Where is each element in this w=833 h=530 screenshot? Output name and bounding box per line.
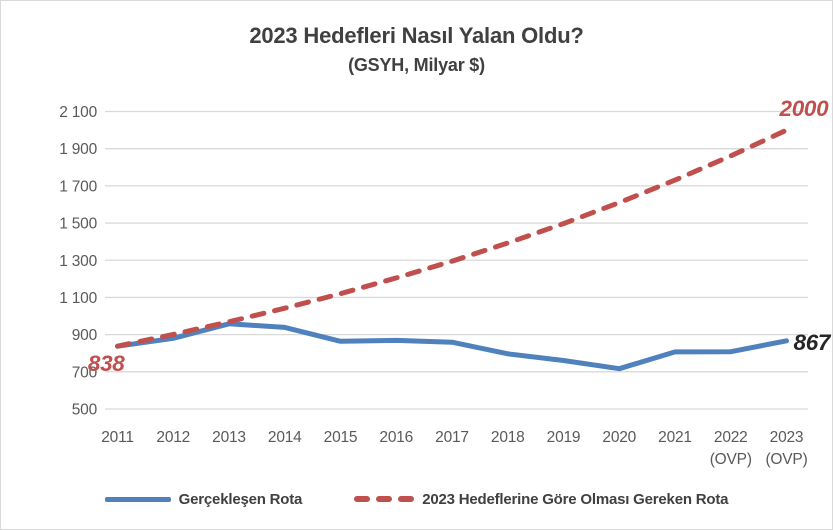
y-tick-label: 1 100 [59, 290, 97, 307]
x-tick-label: 2011 [101, 429, 134, 446]
legend-label-actual: Gerçekleşen Rota [178, 490, 303, 508]
y-tick-label: 1 700 [59, 178, 97, 195]
chart-title: 2023 Hedefleri Nasıl Yalan Oldu? [249, 23, 584, 48]
x-tick-label: 2018 [491, 429, 525, 446]
legend-solid-line-icon [104, 496, 171, 502]
x-tick-sublabel: (OVP) [765, 451, 807, 468]
x-tick-label: 2014 [268, 429, 302, 446]
y-tick-label: 1 900 [59, 141, 97, 158]
y-tick-label: 2 100 [59, 104, 97, 121]
x-tick-label: 2020 [602, 429, 636, 446]
annotation-target-end-value: 2000 [779, 96, 830, 121]
x-tick-label: 2012 [156, 429, 190, 446]
legend-dashed-line-icon [354, 496, 415, 502]
x-tick-sublabel: (OVP) [710, 451, 752, 468]
x-tick-label: 2022 [714, 429, 748, 446]
legend-item-actual: Gerçekleşen Rota [104, 490, 303, 508]
y-tick-label: 500 [72, 402, 98, 419]
target-line [115, 127, 789, 349]
y-tick-label: 1 500 [59, 216, 97, 233]
x-tick-label: 2015 [324, 429, 358, 446]
x-tick-label: 2017 [435, 429, 469, 446]
chart-subtitle: (GSYH, Milyar $) [348, 55, 485, 75]
legend: Gerçekleşen Rota 2023 Hedeflerine Göre O… [1, 484, 832, 514]
legend-label-target: 2023 Hedeflerine Göre Olması Gereken Rot… [422, 490, 729, 508]
x-tick-label: 2021 [658, 429, 692, 446]
legend-item-target: 2023 Hedeflerine Göre Olması Gereken Rot… [354, 490, 729, 508]
annotation-actual-end-value: 867 [794, 330, 832, 355]
x-tick-label: 2023 [770, 429, 804, 446]
y-tick-label: 1 300 [59, 253, 97, 270]
x-tick-label: 2016 [379, 429, 413, 446]
actual-line [115, 321, 789, 372]
y-tick-label: 900 [72, 327, 98, 344]
y-tick-label: 700 [72, 364, 98, 381]
x-tick-label: 2013 [212, 429, 246, 446]
annotation-start-value: 838 [88, 351, 125, 376]
x-tick-label: 2019 [547, 429, 581, 446]
